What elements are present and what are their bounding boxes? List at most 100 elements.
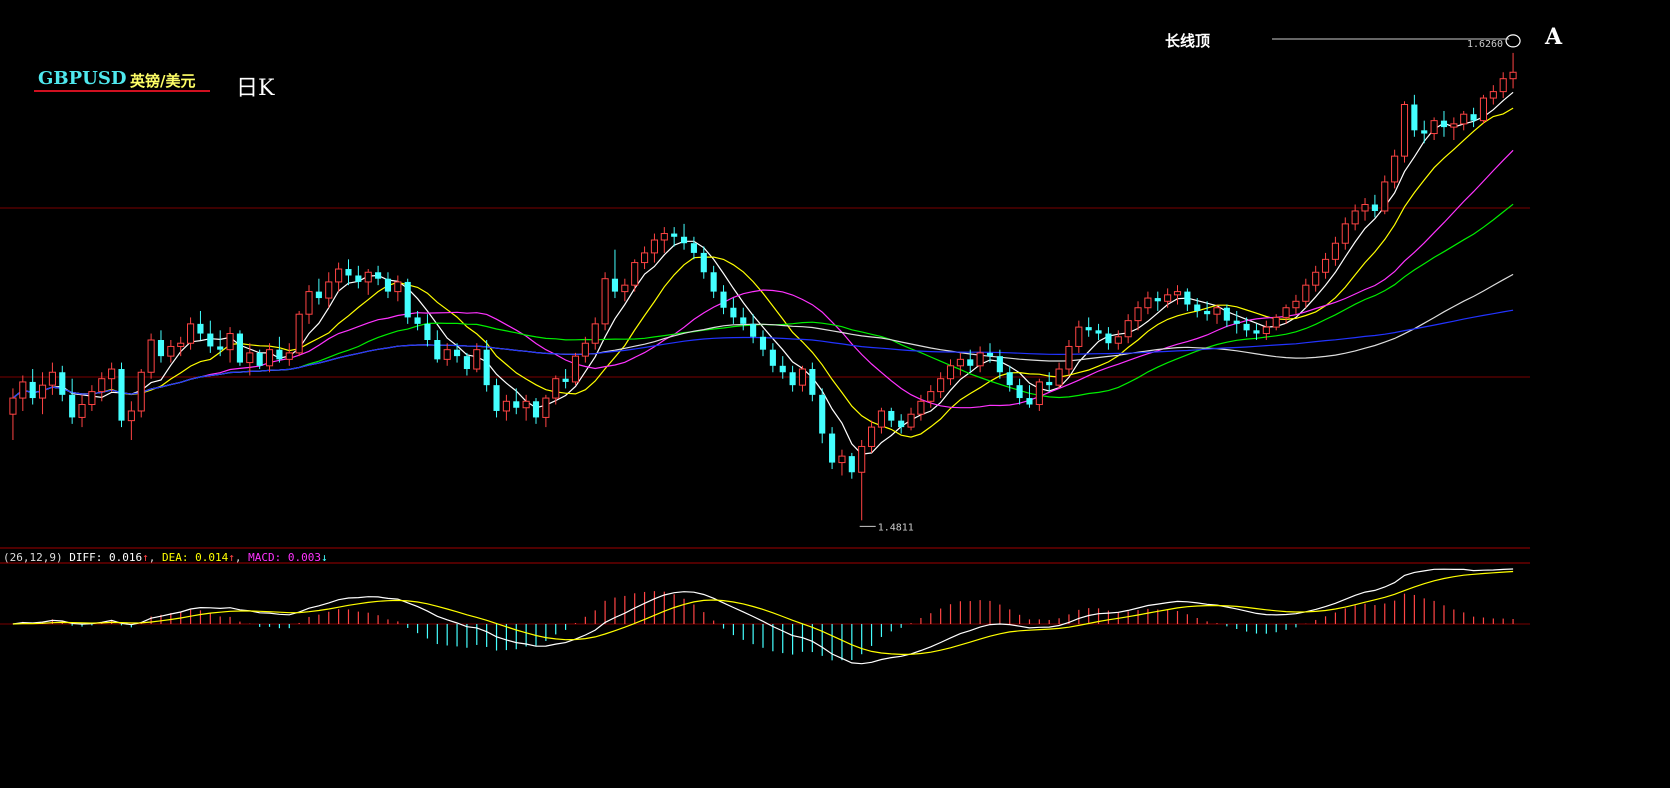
candle-body-up xyxy=(48,371,56,386)
candle-body-down xyxy=(1411,104,1418,131)
candle-body-down xyxy=(611,278,619,292)
candle-body-up xyxy=(650,239,658,254)
candle-body-up xyxy=(907,413,915,428)
long-term-top-label: 长线顶 xyxy=(1165,32,1211,50)
candle-body-up xyxy=(394,281,402,293)
candle-body-up xyxy=(591,323,599,344)
candle-body-up xyxy=(1164,294,1172,302)
candle-body-down xyxy=(1371,204,1378,211)
candle-body-down xyxy=(532,401,540,418)
candle-body-down xyxy=(996,356,1003,373)
candle-body-up xyxy=(1460,113,1468,125)
candle-body-down xyxy=(848,456,855,473)
symbol-label: GBPUSD xyxy=(38,68,127,89)
candle-body-down xyxy=(1194,304,1201,311)
candle-body-down xyxy=(759,336,767,350)
candle-body-down xyxy=(217,346,224,350)
candle-body-down xyxy=(809,369,816,395)
candle-body-up xyxy=(1312,271,1320,286)
candle-body-up xyxy=(1430,120,1438,135)
candle-body-up xyxy=(1292,300,1300,309)
candle-body-up xyxy=(364,271,372,283)
candle-body-down xyxy=(404,281,411,318)
candle-body-down xyxy=(1046,381,1053,386)
candle-body-up xyxy=(127,410,135,422)
candle-body-down xyxy=(157,340,165,357)
candle-body-up xyxy=(976,352,984,367)
candle-body-down xyxy=(453,349,461,357)
candle-body-up xyxy=(325,281,333,299)
candle-body-down xyxy=(1470,114,1477,121)
macd-params: (26,12,9) xyxy=(3,551,63,564)
candle-body-up xyxy=(1400,104,1409,157)
candle-body-up xyxy=(502,400,510,412)
candle-body-down xyxy=(355,275,362,282)
candle-body-down xyxy=(1253,330,1260,334)
candle-body-up xyxy=(98,378,106,393)
candle-body-down xyxy=(1085,327,1092,331)
diff-label: DIFF: xyxy=(69,551,103,564)
diff-value: 0.016 xyxy=(108,551,143,564)
candle-body-down xyxy=(1204,310,1211,315)
symbol-name-cn: 英镑/美元 xyxy=(130,72,196,90)
candle-body-down xyxy=(414,317,421,324)
candle-body-up xyxy=(1173,291,1182,296)
candle-body-up xyxy=(137,371,145,412)
candle-body-down xyxy=(315,291,322,299)
candle-body-down xyxy=(779,365,786,373)
candle-body-down xyxy=(769,349,776,366)
candle-body-up xyxy=(1114,336,1122,344)
dea-arrow: ↑ xyxy=(228,551,235,564)
candle-body-down xyxy=(59,372,66,395)
macd-value: 0.003 xyxy=(287,551,321,564)
candle-body-up xyxy=(147,339,155,373)
candle-body-down xyxy=(29,381,36,399)
candle-body-down xyxy=(1223,307,1230,321)
macd-header: (26,12,9) DIFF: 0.016↑, DEA: 0.014↑, MAC… xyxy=(3,551,328,564)
candle-body-up xyxy=(1282,307,1290,318)
candle-body-up xyxy=(1262,326,1270,335)
candle-body-up xyxy=(1489,91,1497,99)
candle-body-up xyxy=(956,358,964,367)
candle-body-up xyxy=(246,352,254,364)
candle-body-up xyxy=(1450,123,1458,128)
candle-body-down xyxy=(710,272,717,292)
candle-body-up xyxy=(1341,223,1349,244)
candle-body-up xyxy=(305,291,313,315)
candle-body-down xyxy=(562,378,569,382)
candle-body-down xyxy=(276,349,283,360)
period-label: 日K xyxy=(236,76,275,101)
ma5-line xyxy=(12,91,1514,455)
candle-body-down xyxy=(256,352,263,366)
candle-body-up xyxy=(937,378,945,393)
candle-body-down xyxy=(986,352,994,357)
candle-body-down xyxy=(384,278,392,292)
candle-body-down xyxy=(829,433,836,463)
top-marker-circle xyxy=(1505,34,1521,48)
candle-body-down xyxy=(898,420,905,428)
candle-body-down xyxy=(1243,323,1250,331)
candle-body-down xyxy=(483,349,490,386)
candle-body-up xyxy=(946,365,955,380)
candle-body-down xyxy=(434,340,441,360)
macd-arrow: ↓ xyxy=(320,551,328,564)
candle-body-down xyxy=(1233,320,1240,324)
dea-label: DEA: xyxy=(161,551,189,564)
candle-body-up xyxy=(1134,307,1142,322)
candle-body-up xyxy=(542,397,550,418)
ma10-line xyxy=(12,107,1514,438)
candle-body-down xyxy=(207,333,214,347)
candle-body-down xyxy=(720,291,727,308)
candle-body-up xyxy=(917,400,925,415)
title-underline xyxy=(34,90,210,92)
candle-body-up xyxy=(108,368,116,380)
candle-body-up xyxy=(601,278,609,325)
candle-body-up xyxy=(927,391,935,402)
candle-body-up xyxy=(265,349,274,367)
ma20-line xyxy=(12,149,1514,409)
candle-body-up xyxy=(858,445,866,473)
candle-body-down xyxy=(375,272,382,279)
candle-body-up xyxy=(1065,345,1073,370)
candle-body-down xyxy=(1184,291,1191,305)
